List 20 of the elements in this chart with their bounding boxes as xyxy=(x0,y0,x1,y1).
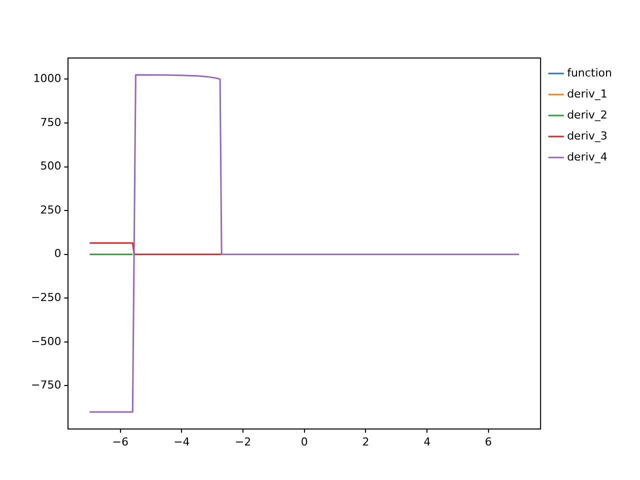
x-tick-label: 6 xyxy=(484,435,492,448)
y-tick-label: −250 xyxy=(30,290,62,304)
x-tick-label: −6 xyxy=(112,435,128,448)
y-tick-label: 1000 xyxy=(33,72,62,86)
legend-label: deriv_3 xyxy=(567,129,608,142)
y-tick-label: 250 xyxy=(40,203,62,216)
x-tick-label: 2 xyxy=(362,435,370,448)
legend-label: deriv_1 xyxy=(567,87,608,100)
x-tick-label: −4 xyxy=(174,435,190,448)
legend-label: deriv_2 xyxy=(567,108,608,122)
y-tick-label: 750 xyxy=(40,116,62,129)
x-tick-label: 4 xyxy=(424,435,431,448)
legend-label: deriv_4 xyxy=(567,150,608,164)
y-tick-label: −750 xyxy=(30,378,62,392)
legend-label: function xyxy=(567,66,612,80)
y-tick-label: 0 xyxy=(54,247,62,260)
y-tick-label: −500 xyxy=(30,334,62,348)
x-tick-label: 0 xyxy=(300,435,308,448)
y-tick-label: 500 xyxy=(40,160,62,173)
x-tick-label: −2 xyxy=(234,435,252,448)
